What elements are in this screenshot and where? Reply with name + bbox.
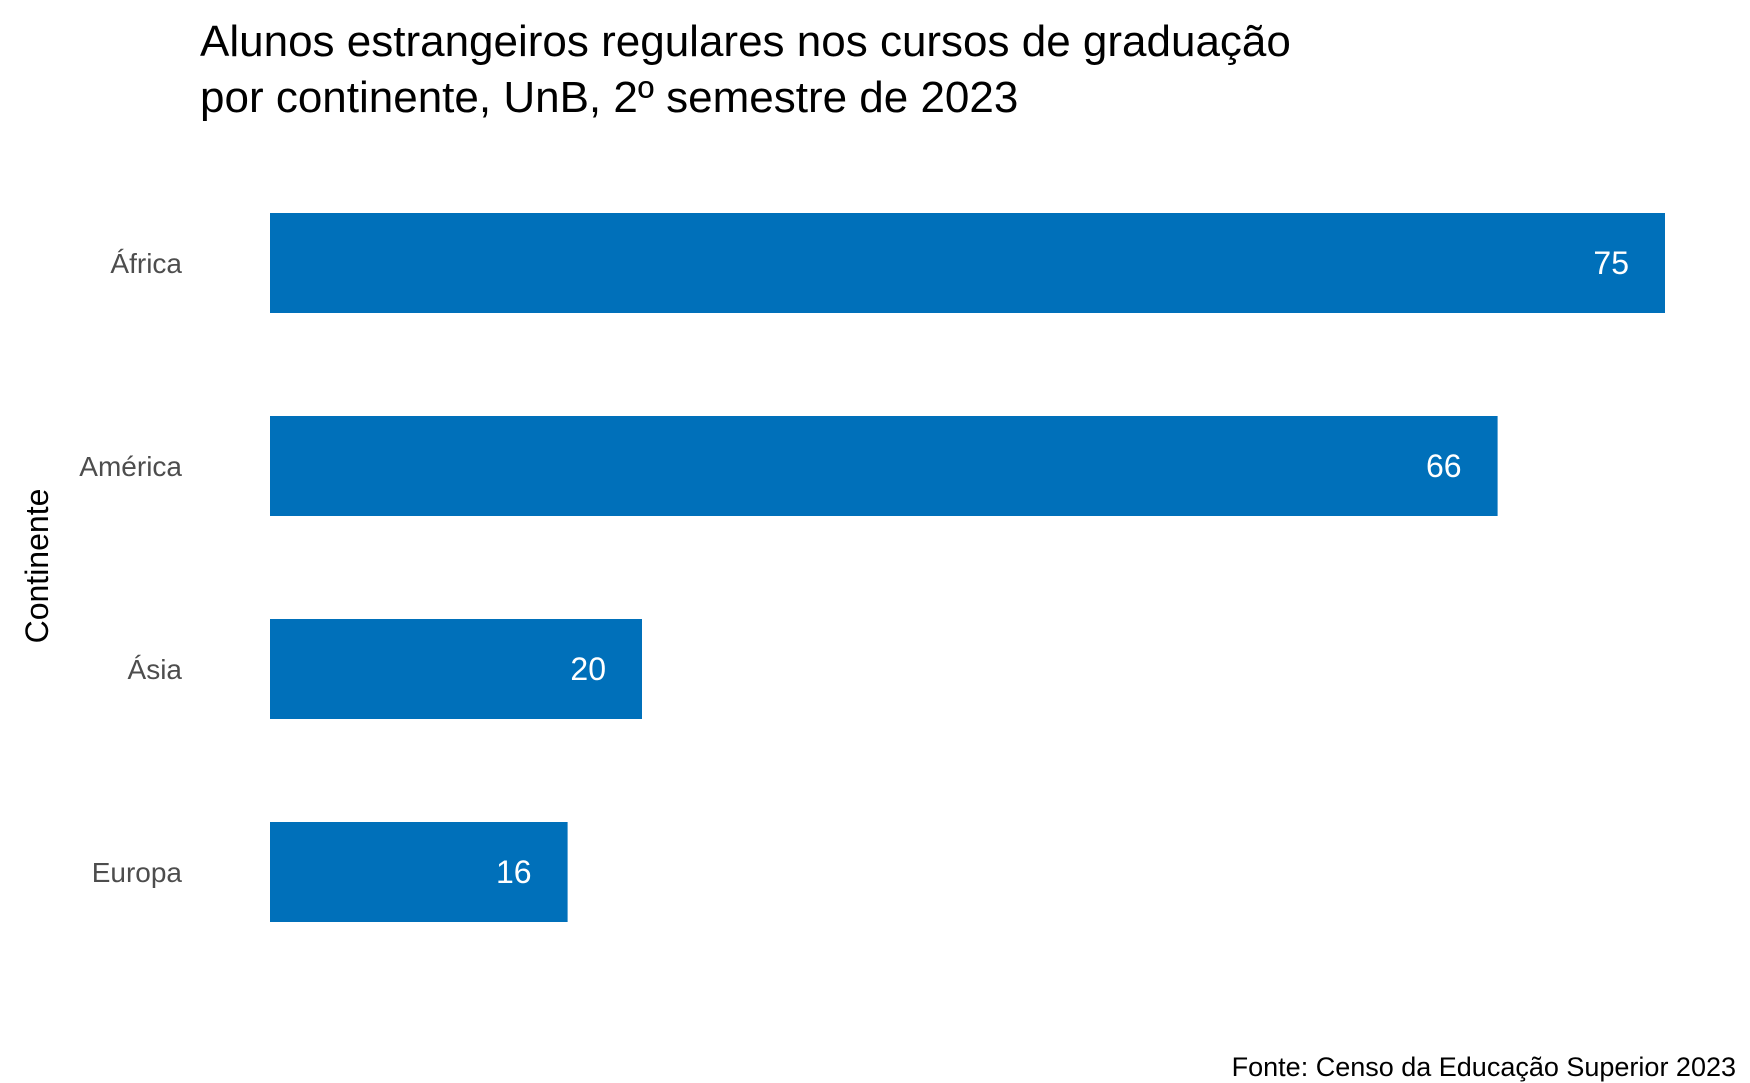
bar-africa [270,213,1665,313]
bars-group: 75 África 66 América 20 Ásia 16 Europa [79,213,1665,922]
y-tick-label-asia: Ásia [128,654,183,685]
y-axis-title: Continente [19,489,55,644]
bar-value-label-africa: 75 [1593,245,1629,281]
y-tick-label-america: América [79,451,182,482]
chart-title-line-2: por continente, UnB, 2º semestre de 2023 [200,73,1019,122]
y-tick-label-europa: Europa [92,857,183,888]
y-tick-label-africa: África [110,248,182,279]
chart-title: Alunos estrangeiros regulares nos cursos… [200,14,1600,126]
bar-value-label-asia: 20 [570,651,606,687]
bar-value-label-america: 66 [1426,448,1462,484]
chart-title-line-1: Alunos estrangeiros regulares nos cursos… [200,17,1291,66]
bar-value-label-europa: 16 [496,854,532,890]
bar-asia [270,619,642,719]
bar-europa [270,822,568,922]
bar-america [270,416,1498,516]
chart-caption: Fonte: Censo da Educação Superior 2023 [1231,1052,1736,1082]
